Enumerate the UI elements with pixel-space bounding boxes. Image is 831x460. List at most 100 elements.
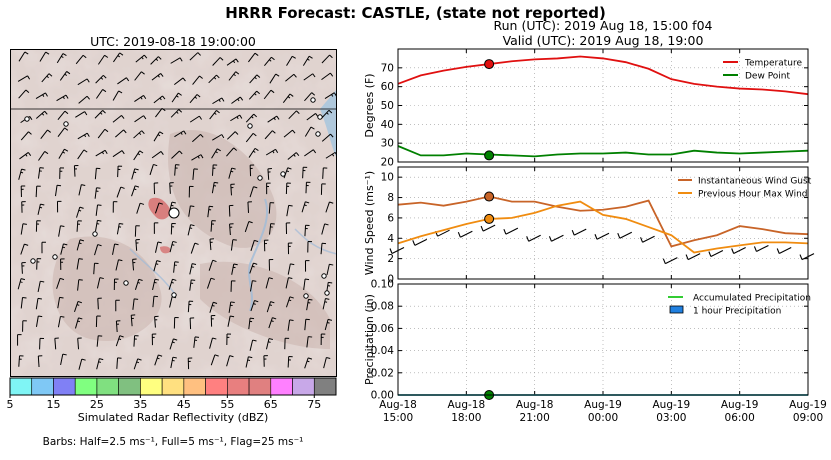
wind-barb xyxy=(285,73,297,82)
wind-barb xyxy=(193,336,200,348)
wind-barb xyxy=(250,300,259,312)
wind-barb xyxy=(168,278,177,290)
wind-barb xyxy=(54,184,62,197)
wind-barb xyxy=(112,150,125,158)
wind-barb xyxy=(191,154,204,161)
station-marker xyxy=(324,290,330,296)
wind-barb xyxy=(285,277,293,289)
wind-barb xyxy=(551,234,564,242)
wind-barb xyxy=(619,231,633,239)
wind-barb xyxy=(131,168,139,180)
wind-barb xyxy=(39,51,50,62)
wind-barb xyxy=(153,222,159,234)
wind-barb xyxy=(304,126,315,137)
y-tick-label: 60 xyxy=(381,81,394,93)
wind-barb xyxy=(169,338,178,350)
wind-barb xyxy=(173,77,186,86)
wind-barb xyxy=(642,235,655,243)
wind-barb xyxy=(301,201,310,213)
wind-barb xyxy=(74,317,83,329)
x-tick-label: 03:00 xyxy=(656,412,686,424)
x-tick-label: 06:00 xyxy=(725,412,755,424)
wind-barb xyxy=(173,316,179,329)
wind-barb xyxy=(189,115,202,123)
station-marker xyxy=(63,121,69,127)
meteogram-panel: 20 30 40 50 60 70 Degrees (F) Temperature Dew Po… xyxy=(363,48,809,169)
wind-barb xyxy=(134,278,143,290)
wind-barb xyxy=(187,357,193,370)
wind-barb xyxy=(169,240,177,253)
wind-barb xyxy=(130,314,136,327)
wind-barb xyxy=(35,220,41,232)
wind-barb xyxy=(286,55,296,66)
wind-barb xyxy=(287,356,293,368)
wind-barb xyxy=(149,163,158,176)
wind-barb xyxy=(17,334,22,346)
wind-barb xyxy=(96,335,103,347)
wind-barb xyxy=(150,56,162,65)
wind-barb xyxy=(325,201,334,213)
wind-barb xyxy=(37,167,44,179)
wind-barb xyxy=(322,298,330,310)
wind-barb xyxy=(249,74,261,84)
y-axis-label: Degrees (F) xyxy=(363,73,376,137)
wind-barb xyxy=(77,337,82,350)
wind-barb xyxy=(173,261,179,273)
wind-barb xyxy=(226,131,239,140)
wind-barb xyxy=(322,167,328,179)
wind-barb xyxy=(247,201,252,213)
wind-barb xyxy=(18,51,29,62)
valid-time-marker xyxy=(484,59,495,70)
wind-barb xyxy=(152,295,158,308)
wind-barb xyxy=(208,74,220,84)
wind-barb xyxy=(304,260,310,272)
x-tick-label: 00:00 xyxy=(588,412,618,424)
wind-barb xyxy=(209,337,217,349)
wind-barb xyxy=(245,132,257,143)
wind-barb xyxy=(59,167,65,179)
y-tick-label: 0.10 xyxy=(371,279,394,291)
legend-entry: Previous Hour Max Wind xyxy=(698,190,808,200)
colorbar-label: Simulated Radar Reflectivity (dBZ) xyxy=(77,411,269,424)
wind-barb xyxy=(230,239,237,251)
wind-barb xyxy=(75,111,88,118)
y-tick-label: 0.08 xyxy=(371,301,394,313)
wind-barb xyxy=(248,52,259,63)
wind-barb xyxy=(60,353,67,366)
wind-barb xyxy=(56,53,67,64)
wind-barb xyxy=(249,186,258,198)
wind-barb xyxy=(304,224,310,237)
wind-barb xyxy=(57,315,65,328)
colorbar-box xyxy=(96,377,119,396)
valid-time-marker xyxy=(484,213,495,224)
wind-barb xyxy=(154,202,163,214)
wind-barb xyxy=(187,224,195,236)
wind-barb xyxy=(230,183,235,196)
wind-barb xyxy=(153,260,161,272)
wind-barb xyxy=(304,92,316,102)
wind-barb xyxy=(323,357,331,369)
meteogram-panel: 0.00 0.02 0.04 0.06 0.08 0.10 Precipitation (i… xyxy=(363,279,827,425)
y-tick-label: 50 xyxy=(381,100,394,112)
wind-barb xyxy=(229,223,234,236)
wind-barb xyxy=(302,166,308,179)
colorbar-tick-label: 45 xyxy=(177,398,191,411)
wind-barb xyxy=(135,238,140,251)
axes-frame xyxy=(397,166,809,280)
wind-barb xyxy=(37,280,45,293)
wind-barb xyxy=(710,250,724,258)
wind-barb xyxy=(134,94,147,102)
station-marker xyxy=(317,114,323,120)
wind-barb xyxy=(17,75,31,82)
series-line xyxy=(397,55,809,96)
wind-barb xyxy=(211,148,221,159)
wind-barb xyxy=(57,296,64,309)
y-tick-label: 6 xyxy=(387,212,394,224)
wind-barb xyxy=(21,201,26,213)
wind-barb xyxy=(135,54,148,63)
wind-barb xyxy=(226,333,232,346)
wind-barb xyxy=(304,149,317,157)
run-time-label: Run (UTC): 2019 Aug 18, 15:00 f04 xyxy=(493,18,713,33)
wind-barb xyxy=(268,258,274,271)
